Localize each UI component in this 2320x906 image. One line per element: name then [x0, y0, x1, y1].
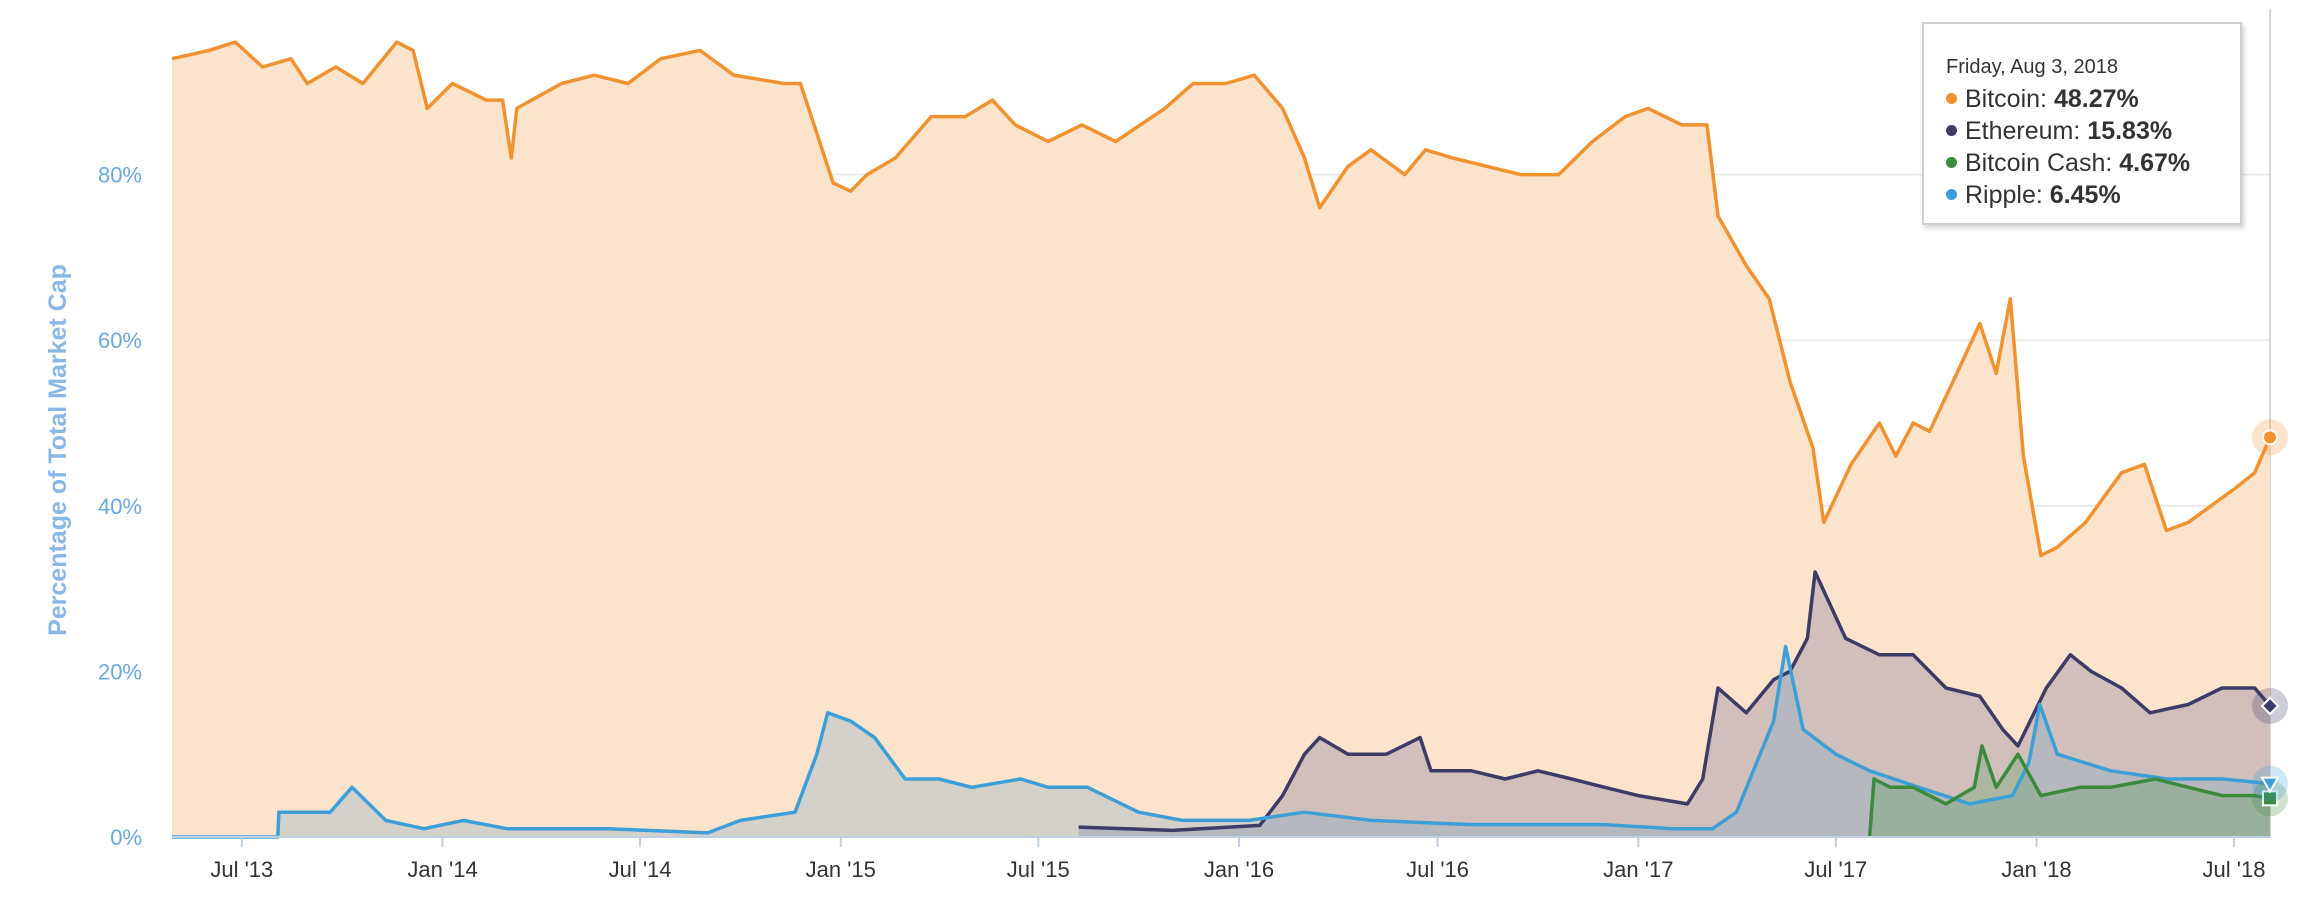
y-tick-label: 80%	[98, 163, 142, 188]
ethereum-area	[1078, 572, 2270, 837]
tooltip-row-ethereum: Ethereum: 15.83%	[1946, 115, 2220, 147]
tooltip-label: Ethereum	[1965, 117, 2074, 145]
bitcoin-cash-area	[1869, 745, 2270, 837]
tooltip: Friday, Aug 3, 2018 Bitcoin: 48.27% Ethe…	[1922, 22, 2242, 225]
tooltip-row-bitcoin-cash: Bitcoin Cash: 4.67%	[1946, 147, 2220, 179]
tooltip-label: Ripple	[1965, 181, 2036, 209]
y-axis-label: Percentage of Total Market Cap	[44, 264, 72, 636]
ethereum-dot-icon	[1946, 124, 1957, 136]
tooltip-value: 15.83%	[2087, 117, 2173, 145]
x-tick-label: Jul '15	[1007, 857, 1070, 882]
tooltip-value: 6.45%	[2049, 181, 2121, 209]
ripple-point	[2260, 776, 2280, 794]
y-tick-label: 20%	[98, 659, 142, 684]
ripple-dot-icon	[1946, 188, 1957, 200]
tooltip-value: 48.27%	[2053, 85, 2139, 113]
x-tick-label: Jan '15	[806, 857, 876, 882]
x-tick-label: Jul '16	[1406, 857, 1469, 882]
tooltip-label: Bitcoin	[1965, 85, 2041, 113]
x-tick-label: Jan '16	[1204, 857, 1274, 882]
marker-layer	[2252, 419, 2288, 817]
tooltip-label: Bitcoin Cash	[1965, 149, 2106, 177]
tooltip-row-bitcoin: Bitcoin: 48.27%	[1946, 83, 2220, 115]
x-tick-label: Jul '17	[1804, 857, 1867, 882]
y-tick-label: 60%	[98, 328, 142, 353]
x-tick-label: Jul '18	[2203, 857, 2266, 882]
bitcoin-line	[171, 40, 2272, 558]
y-tick-label: 40%	[98, 494, 142, 519]
x-tick-label: Jan '18	[2001, 857, 2071, 882]
bitcoin-point	[2262, 429, 2278, 446]
x-tick-label: Jan '17	[1603, 857, 1673, 882]
bitcoin-cash-dot-icon	[1946, 156, 1957, 168]
x-tick-label: Jan '14	[407, 857, 477, 882]
y-tick-label: 0%	[110, 825, 142, 850]
x-tick-label: Jul '14	[609, 857, 672, 882]
tooltip-date: Friday, Aug 3, 2018	[1946, 56, 2118, 78]
x-tick-label: Jul '13	[210, 857, 273, 882]
tooltip-value: 4.67%	[2119, 149, 2191, 177]
line-layer	[171, 40, 2272, 839]
bitcoin-dot-icon	[1946, 92, 1957, 104]
ripple-line	[172, 644, 2271, 839]
bitcoin-cash-line	[1867, 744, 2271, 838]
axis-layer: 0% 20% 40% 60% 80% Jul '13 Jan '14 Jul '14 Jan '…	[98, 163, 2270, 882]
tooltip-row-ripple: Ripple: 6.45%	[1946, 179, 2220, 211]
ethereum-line	[1078, 570, 2272, 833]
ethereum-point	[2260, 696, 2280, 716]
bitcoin-area	[172, 42, 2270, 838]
